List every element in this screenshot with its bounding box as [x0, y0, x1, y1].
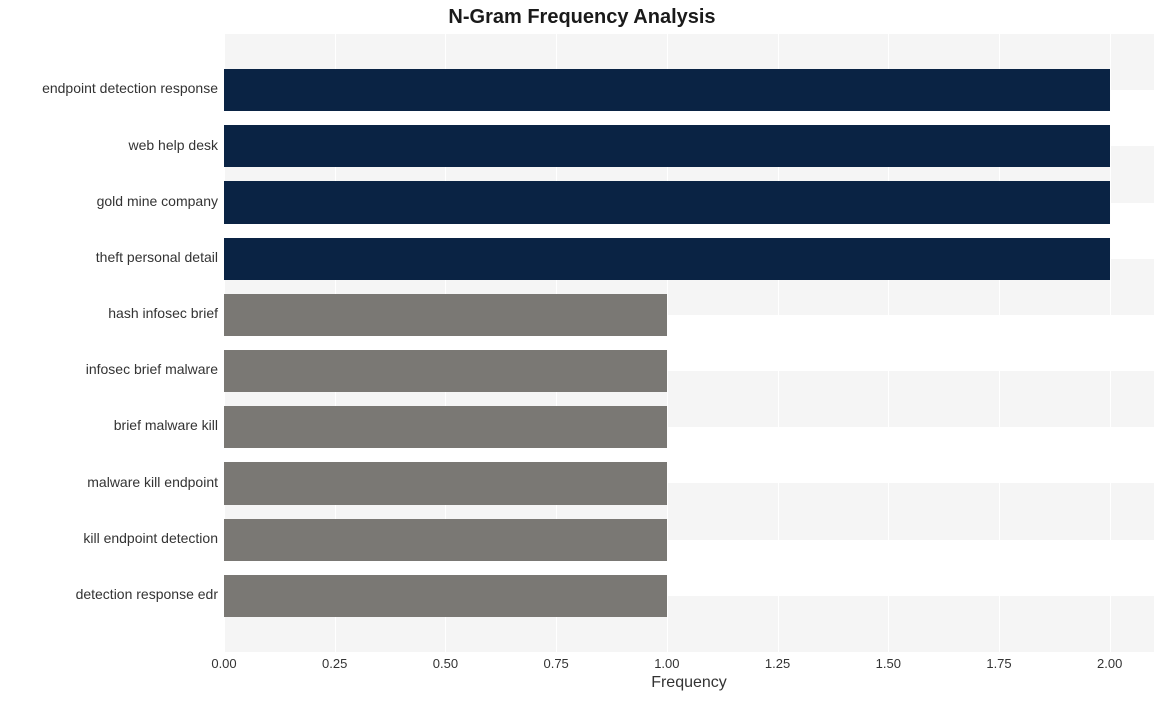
bar: [224, 125, 1110, 167]
x-axis-tick-label: 0.00: [211, 656, 236, 671]
x-axis-tick-label: 0.25: [322, 656, 347, 671]
x-axis-tick-label: 1.50: [876, 656, 901, 671]
bar: [224, 238, 1110, 280]
bar: [224, 294, 667, 336]
x-axis-label: Frequency: [224, 674, 1154, 692]
bar: [224, 406, 667, 448]
y-axis-tick-label: kill endpoint detection: [83, 530, 218, 546]
plot-area: [224, 34, 1154, 652]
bar: [224, 350, 667, 392]
x-axis-tick-label: 1.75: [986, 656, 1011, 671]
bar: [224, 462, 667, 504]
y-axis-tick-label: detection response edr: [76, 586, 218, 602]
y-axis-tick-label: malware kill endpoint: [87, 474, 218, 490]
x-axis-tick-label: 0.75: [543, 656, 568, 671]
y-axis-tick-label: endpoint detection response: [42, 80, 218, 96]
bar: [224, 575, 667, 617]
x-axis-tick-label: 0.50: [433, 656, 458, 671]
y-axis-tick-label: gold mine company: [97, 193, 218, 209]
bar: [224, 519, 667, 561]
x-gridline: [1110, 34, 1111, 652]
y-axis-tick-label: hash infosec brief: [108, 305, 218, 321]
y-axis-tick-label: brief malware kill: [114, 417, 218, 433]
x-axis-tick-label: 2.00: [1097, 656, 1122, 671]
x-axis-tick-label: 1.00: [654, 656, 679, 671]
bar: [224, 181, 1110, 223]
y-axis-tick-label: web help desk: [128, 137, 218, 153]
ngram-frequency-chart: N-Gram Frequency Analysis Frequency endp…: [0, 0, 1164, 701]
y-axis-tick-label: infosec brief malware: [86, 361, 218, 377]
x-axis-tick-label: 1.25: [765, 656, 790, 671]
bar: [224, 69, 1110, 111]
y-axis-tick-label: theft personal detail: [96, 249, 218, 265]
chart-title: N-Gram Frequency Analysis: [0, 6, 1164, 29]
